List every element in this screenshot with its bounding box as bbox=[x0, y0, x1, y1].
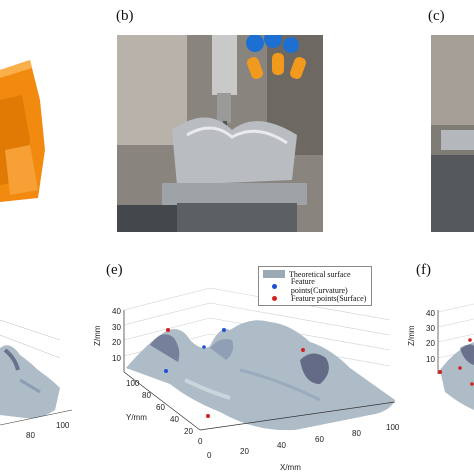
plot-e: 40 30 20 10 Z/mm 100 80 60 40 20 0 Y/mm … bbox=[90, 280, 420, 474]
panel-label-e: (e) bbox=[106, 262, 123, 278]
plot-d-xtick-80: 80 bbox=[26, 431, 35, 440]
plot-f: 40 30 20 10 Z/mm bbox=[400, 280, 474, 474]
machining-photo bbox=[117, 35, 323, 232]
plot-e-ytick-100: 100 bbox=[126, 379, 140, 388]
plot-e-xtick-20: 20 bbox=[240, 447, 249, 456]
plot-e-xtick-100: 100 bbox=[386, 423, 400, 432]
plot-e-legend: Theoretical surface Feature points(Curva… bbox=[258, 266, 372, 306]
plot-f-ztick-10: 10 bbox=[426, 355, 435, 364]
plot-e-ztick-10: 10 bbox=[112, 354, 121, 363]
plot-e-ylabel: Y/mm bbox=[126, 413, 147, 422]
plot-e-xtick-60: 60 bbox=[315, 435, 324, 444]
panel-label-b: (b) bbox=[116, 8, 134, 24]
plot-f-ztick-20: 20 bbox=[426, 339, 435, 348]
plot-e-xlabel: X/mm bbox=[280, 463, 301, 472]
plot-e-ytick-80: 80 bbox=[142, 391, 151, 400]
cad-model-image bbox=[0, 40, 50, 205]
plot-e-xtick-40: 40 bbox=[277, 441, 286, 450]
plot-f-zlabel: Z/mm bbox=[407, 325, 416, 346]
panel-label-f: (f) bbox=[416, 262, 431, 278]
legend-surface-points-label: Feature points(Surface) bbox=[291, 293, 367, 303]
plot-d: 80 100 bbox=[0, 300, 90, 474]
plot-e-zlabel: Z/mm bbox=[93, 325, 102, 346]
plot-f-ztick-40: 40 bbox=[426, 309, 435, 318]
plot-e-ztick-40: 40 bbox=[112, 307, 121, 316]
measurement-photo bbox=[431, 35, 474, 232]
plot-e-ytick-20: 20 bbox=[184, 427, 193, 436]
plot-e-ytick-60: 60 bbox=[156, 403, 165, 412]
plot-d-xtick-100: 100 bbox=[56, 421, 70, 430]
legend-curvature-label: Feature points(Curvature) bbox=[290, 277, 348, 295]
plot-f-ztick-30: 30 bbox=[426, 324, 435, 333]
plot-e-ztick-20: 20 bbox=[112, 338, 121, 347]
plot-e-ytick-40: 40 bbox=[170, 415, 179, 424]
plot-e-xtick-0: 0 bbox=[207, 451, 212, 460]
legend-surface-points-dot bbox=[272, 295, 277, 301]
plot-e-xtick-80: 80 bbox=[352, 429, 361, 438]
legend-curvature-dot bbox=[272, 283, 277, 289]
legend-surface-swatch bbox=[263, 270, 285, 278]
panel-label-c: (c) bbox=[428, 8, 445, 24]
plot-e-ytick-0: 0 bbox=[198, 437, 203, 446]
legend-surface-label: Theoretical surface bbox=[289, 269, 351, 279]
plot-e-ztick-30: 30 bbox=[112, 323, 121, 332]
